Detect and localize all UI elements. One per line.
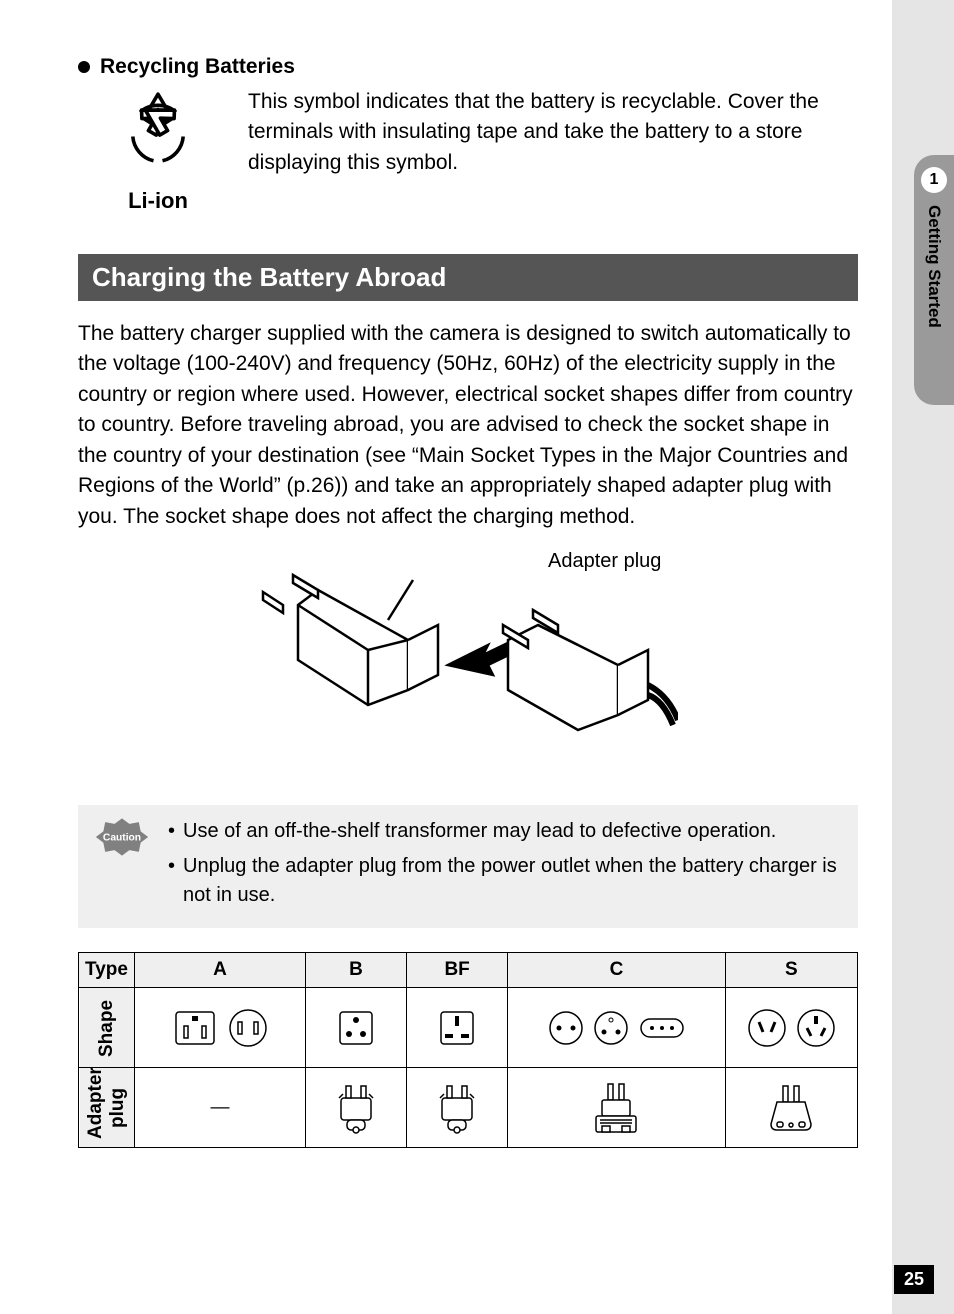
caution-icon: Caution	[94, 815, 150, 859]
shape-c	[508, 988, 726, 1068]
recycling-heading-text: Recycling Batteries	[100, 55, 295, 79]
col-header: B	[305, 953, 406, 988]
recycle-icon-column: Li-ion	[78, 87, 218, 214]
shape-row-header: Shape	[79, 988, 135, 1068]
caution-item: Unplug the adapter plug from the power o…	[168, 852, 842, 910]
recycling-block: Li-ion This symbol indicates that the ba…	[78, 87, 858, 214]
recycle-icon	[113, 87, 203, 177]
page-number: 25	[894, 1265, 934, 1294]
recycling-heading: Recycling Batteries	[78, 55, 858, 79]
shape-b	[305, 988, 406, 1068]
caution-item-text: Unplug the adapter plug from the power o…	[183, 852, 842, 910]
li-ion-label: Li-ion	[98, 188, 218, 214]
adapter-b	[305, 1068, 406, 1148]
bullet-icon	[78, 61, 90, 73]
col-header: BF	[407, 953, 508, 988]
chapter-title: Getting Started	[924, 205, 944, 328]
section-heading: Charging the Battery Abroad	[78, 254, 858, 301]
chapter-number: 1	[930, 171, 939, 189]
adapter-s	[725, 1068, 857, 1148]
caution-item-text: Use of an off-the-shelf transformer may …	[183, 817, 776, 846]
sidebar: 1 Getting Started 25	[892, 0, 954, 1314]
shape-row: Shape	[79, 988, 858, 1068]
caution-box: Caution Use of an off-the-shelf transfor…	[78, 805, 858, 928]
adapter-plug-illustration	[258, 550, 678, 770]
page-content: Recycling Batteries Li-ion This symbol i…	[78, 55, 858, 1148]
col-header: A	[134, 953, 305, 988]
adapter-c	[508, 1068, 726, 1148]
caution-list: Use of an off-the-shelf transformer may …	[168, 817, 842, 916]
adapter-figure: Adapter plug	[78, 550, 858, 775]
adapter-bf	[407, 1068, 508, 1148]
charging-body: The battery charger supplied with the ca…	[78, 319, 858, 532]
plug-table: Type A B BF C S Shape	[78, 952, 858, 1148]
caution-badge: Caution	[94, 817, 150, 857]
adapter-row: Adapter plug —	[79, 1068, 858, 1148]
col-header: C	[508, 953, 726, 988]
shape-s	[725, 988, 857, 1068]
chapter-number-badge: 1	[921, 167, 947, 193]
shape-bf	[407, 988, 508, 1068]
chapter-tab: 1 Getting Started	[914, 155, 954, 405]
caution-badge-text: Caution	[103, 833, 141, 844]
adapter-a: —	[134, 1068, 305, 1148]
table-header-row: Type A B BF C S	[79, 953, 858, 988]
adapter-plug-label: Adapter plug	[548, 550, 661, 573]
adapter-row-header: Adapter plug	[79, 1068, 135, 1148]
caution-item: Use of an off-the-shelf transformer may …	[168, 817, 842, 846]
type-header: Type	[79, 953, 135, 988]
shape-a	[134, 988, 305, 1068]
recycling-text: This symbol indicates that the battery i…	[248, 87, 858, 214]
col-header: S	[725, 953, 857, 988]
